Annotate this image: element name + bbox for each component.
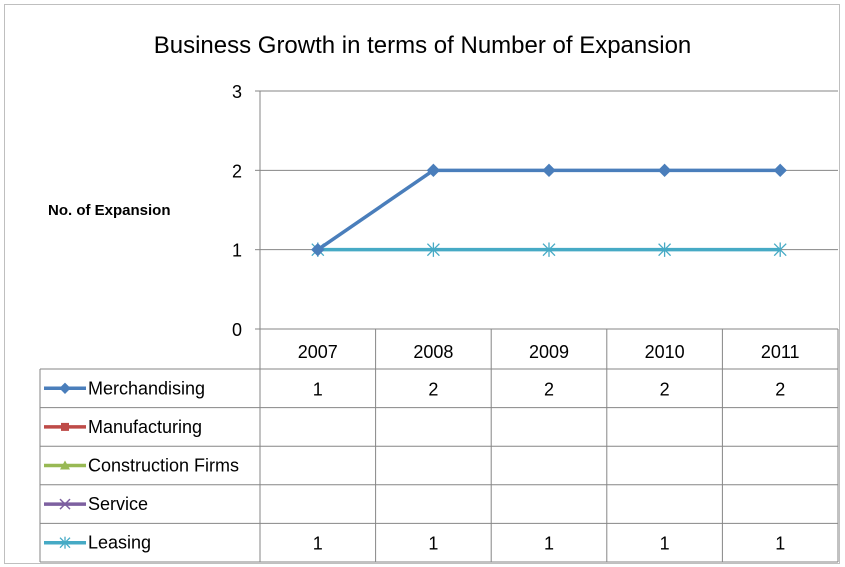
data-table-value: 1 <box>313 379 323 399</box>
legend-key-marker <box>59 536 71 549</box>
data-table-value: 1 <box>544 534 554 554</box>
x-tick-label: 2007 <box>298 342 338 362</box>
data-table-value: 2 <box>428 379 438 399</box>
chart-frame <box>4 4 840 564</box>
data-table-value: 1 <box>313 534 323 554</box>
x-tick-label: 2010 <box>645 342 685 362</box>
data-point <box>657 163 672 178</box>
x-tick-label: 2008 <box>413 342 453 362</box>
data-point <box>426 242 440 257</box>
y-tick-label: 3 <box>232 82 242 102</box>
y-tick-label: 1 <box>232 241 242 261</box>
legend-key-marker <box>59 382 71 395</box>
data-point <box>542 242 556 257</box>
legend-label: Construction Firms <box>88 456 239 476</box>
data-point <box>773 163 787 178</box>
series-line-merchandising <box>316 168 781 252</box>
y-axis-label: No. of Expansion <box>48 202 171 219</box>
chart-title: Business Growth in terms of Number of Ex… <box>153 32 692 59</box>
legend-label: Manufacturing <box>88 417 202 437</box>
data-point <box>426 163 441 178</box>
data-table-value: 2 <box>660 379 670 399</box>
x-tick-label: 2011 <box>761 342 800 362</box>
data-table-value: 2 <box>775 379 785 399</box>
data-table-value: 1 <box>428 534 438 554</box>
data-point <box>311 242 325 257</box>
legend-label: Leasing <box>88 533 151 553</box>
legend-key-marker <box>59 498 71 510</box>
x-tick-label: 2009 <box>529 342 569 362</box>
data-point <box>773 242 787 257</box>
data-point <box>542 163 556 178</box>
data-table-value: 1 <box>660 534 670 554</box>
data-point <box>658 242 672 257</box>
data-table-value: 2 <box>544 379 554 399</box>
legend-label: Service <box>88 494 148 514</box>
y-tick-label: 2 <box>232 161 242 181</box>
legend-key-marker <box>60 460 70 470</box>
y-tick-label: 0 <box>232 320 242 340</box>
legend-label: Merchandising <box>88 378 205 398</box>
data-table-value: 1 <box>775 534 785 554</box>
legend-key-marker <box>61 422 69 431</box>
